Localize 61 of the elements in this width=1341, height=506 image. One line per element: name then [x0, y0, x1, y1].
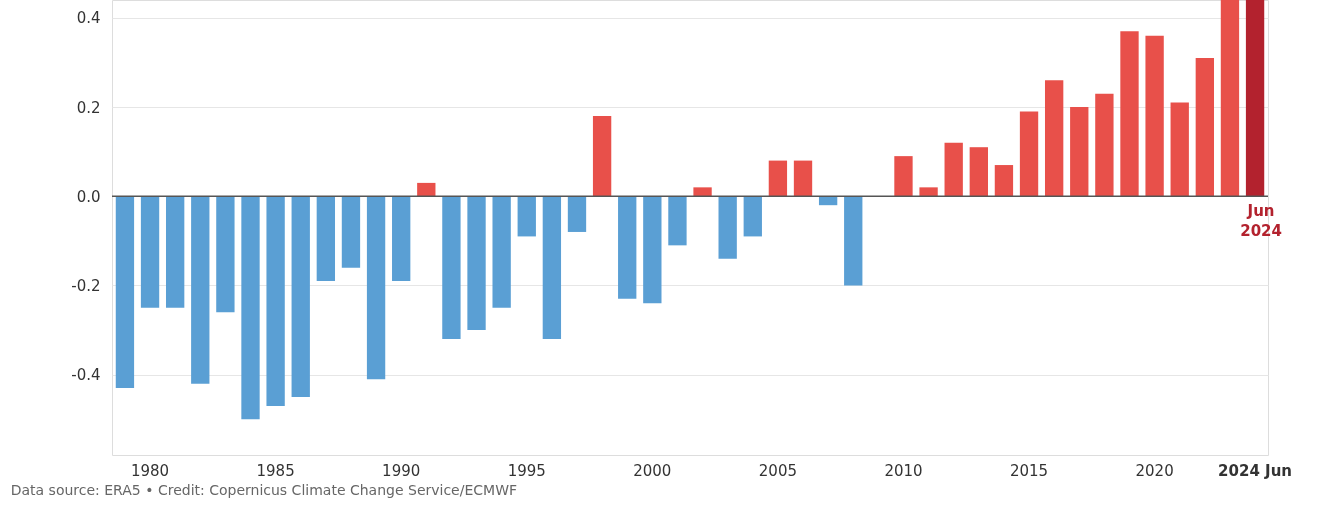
bar	[592, 115, 612, 197]
x-tick-label: 1980	[130, 461, 170, 480]
x-tick-label: 2020	[1135, 461, 1174, 480]
bar	[1245, 0, 1265, 197]
bar	[1120, 31, 1139, 197]
y-tick-label: -0.2	[71, 276, 101, 295]
bar	[467, 196, 486, 331]
x-tick-label: 1990	[382, 461, 421, 480]
bar	[618, 196, 637, 299]
annotation: Jun 2024	[1240, 202, 1282, 241]
bar	[166, 196, 185, 308]
bar	[1145, 35, 1164, 197]
bar	[216, 196, 235, 313]
bar	[793, 160, 813, 197]
bar	[944, 142, 963, 197]
bar	[693, 187, 712, 197]
bar	[1019, 111, 1039, 197]
bar	[1070, 107, 1089, 197]
x-tick-label: 2015	[1009, 461, 1049, 480]
bar	[643, 196, 662, 304]
bar	[1095, 93, 1114, 197]
bar	[969, 147, 988, 197]
y-tick-label: 0.4	[76, 9, 101, 28]
bar	[567, 196, 587, 232]
bar	[768, 160, 788, 197]
bar	[241, 196, 260, 420]
bar	[442, 196, 461, 340]
bar	[1044, 80, 1064, 197]
bar	[894, 156, 913, 197]
bar	[266, 196, 285, 406]
y-tick-label: -0.4	[71, 366, 101, 385]
bar	[743, 196, 762, 237]
bar	[341, 196, 361, 268]
bar	[316, 196, 336, 282]
bar	[291, 196, 310, 398]
y-tick-label: 0.0	[76, 187, 101, 206]
bar	[668, 196, 687, 246]
x-tick-label: 2005	[758, 461, 797, 480]
bar	[718, 196, 737, 259]
bar	[919, 187, 938, 197]
bar	[417, 182, 436, 197]
bar	[1170, 102, 1189, 197]
x-tick-label: 1995	[507, 461, 546, 480]
bar	[140, 196, 160, 308]
bar	[844, 196, 863, 286]
x-tick-label: 2000	[633, 461, 672, 480]
bar	[392, 196, 411, 282]
bar	[191, 196, 210, 384]
x-tick-label: 2010	[884, 461, 923, 480]
bar	[115, 196, 135, 389]
bar	[517, 196, 536, 237]
bar	[1220, 0, 1240, 197]
bar	[366, 196, 386, 380]
bar	[492, 196, 511, 308]
y-tick-label: 0.2	[76, 98, 101, 117]
bar	[542, 196, 562, 340]
x-tick-label: 1985	[256, 461, 295, 480]
bar	[1195, 57, 1214, 197]
bar	[994, 165, 1014, 197]
source-note: Data source: ERA5 • Credit: Copernicus Climate Change Service/ECMWF	[10, 482, 518, 498]
x-tick-label: 2024 Jun	[1218, 461, 1293, 480]
